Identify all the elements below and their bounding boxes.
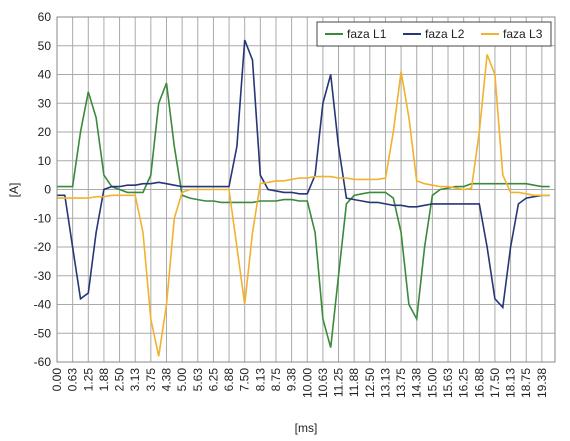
x-tick-label: 4.38 bbox=[159, 368, 173, 392]
x-tick-label: 11.25 bbox=[332, 368, 346, 397]
legend-label: faza L3 bbox=[503, 27, 543, 41]
y-tick-label: -20 bbox=[34, 240, 52, 254]
y-tick-label: -40 bbox=[34, 298, 52, 312]
x-tick-label: 5.63 bbox=[191, 368, 205, 392]
x-tick-label: 3.13 bbox=[128, 368, 142, 392]
series-line bbox=[57, 82, 550, 348]
y-tick-label: 40 bbox=[38, 68, 52, 82]
x-tick-label: 2.50 bbox=[113, 368, 127, 392]
y-tick-label: 0 bbox=[44, 183, 51, 197]
plot-border bbox=[56, 16, 556, 363]
y-tick-label: -10 bbox=[34, 211, 52, 225]
x-tick-label: 0.63 bbox=[66, 368, 80, 392]
x-tick-label: 13.75 bbox=[394, 368, 408, 398]
x-tick-label: 16.25 bbox=[457, 368, 471, 398]
x-tick-label: 11.88 bbox=[347, 368, 361, 397]
y-tick-label: 50 bbox=[38, 39, 52, 53]
x-tick-label: 18.75 bbox=[519, 368, 533, 398]
x-tick-label: 8.13 bbox=[253, 368, 267, 392]
x-tick-label: 1.25 bbox=[81, 368, 95, 392]
y-tick-label: 30 bbox=[38, 96, 52, 110]
x-tick-label: 15.00 bbox=[425, 368, 439, 398]
x-tick-label: 1.88 bbox=[97, 368, 111, 392]
x-tick-label: 0.00 bbox=[50, 368, 64, 392]
y-tick-label: -60 bbox=[34, 355, 52, 369]
x-tick-label: 3.75 bbox=[144, 368, 158, 392]
x-tick-label: 8.75 bbox=[269, 368, 283, 392]
x-tick-label: 19.38 bbox=[535, 368, 549, 398]
x-tick-label: 13.13 bbox=[378, 368, 392, 398]
x-tick-label: 12.50 bbox=[363, 368, 377, 398]
x-tick-label: 15.63 bbox=[441, 368, 455, 398]
x-tick-label: 9.38 bbox=[285, 368, 299, 392]
x-tick-label: 5.00 bbox=[175, 368, 189, 392]
y-tick-label: -50 bbox=[34, 326, 52, 340]
y-tick-label: 10 bbox=[38, 154, 52, 168]
x-tick-label: 14.38 bbox=[410, 368, 424, 398]
legend-label: faza L1 bbox=[347, 27, 387, 41]
series-line bbox=[57, 54, 550, 357]
x-tick-label: 16.88 bbox=[472, 368, 486, 398]
x-tick-label: 10.00 bbox=[300, 368, 314, 398]
legend-label: faza L2 bbox=[425, 27, 465, 41]
x-tick-label: 17.50 bbox=[488, 368, 502, 398]
legend-box bbox=[316, 21, 552, 47]
y-axis-label: [A] bbox=[7, 183, 21, 198]
x-tick-label: 6.25 bbox=[206, 368, 220, 392]
y-tick-label: -30 bbox=[34, 269, 52, 283]
x-axis-label: [ms] bbox=[295, 421, 318, 435]
legend: faza L1 faza L2 faza L3 bbox=[316, 21, 552, 47]
x-tick-label: 10.63 bbox=[316, 368, 330, 398]
series-line bbox=[57, 39, 550, 310]
x-tick-label: 7.50 bbox=[238, 368, 252, 392]
y-tick-label: 20 bbox=[38, 125, 52, 139]
x-tick-label: 18.13 bbox=[504, 368, 518, 398]
x-tick-label: 6.88 bbox=[222, 368, 236, 392]
y-tick-label: 60 bbox=[38, 10, 52, 24]
